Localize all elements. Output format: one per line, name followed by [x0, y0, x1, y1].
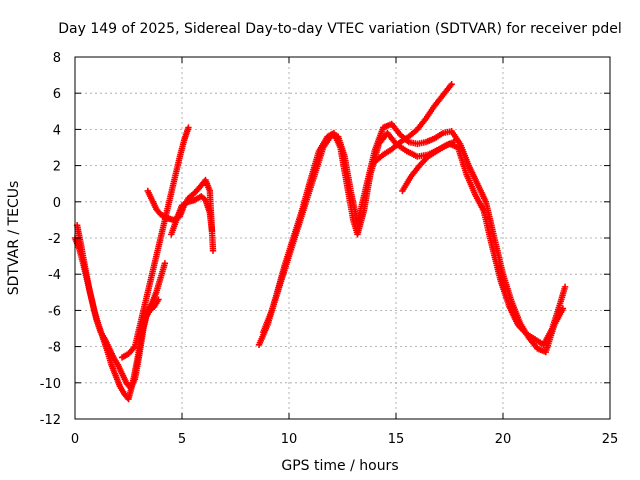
x-tick-label: 15 — [388, 432, 405, 447]
segment-afternoon-c — [371, 80, 455, 166]
segment-midday — [144, 176, 217, 254]
data-point — [155, 296, 162, 303]
data-point — [450, 138, 457, 146]
y-tick-label: 2 — [53, 160, 61, 175]
y-axis: -12 -10 -8 -6 -4 -2 0 2 4 6 8 — [40, 51, 610, 428]
y-tick-label: 0 — [53, 196, 61, 211]
y-tick-label: -4 — [48, 268, 61, 283]
y-tick-label: -12 — [40, 413, 61, 428]
data-point — [561, 283, 569, 291]
segment-afternoon-a — [255, 129, 569, 348]
data-point — [559, 305, 567, 312]
segment-midday-b — [168, 193, 216, 238]
x-tick-label: 25 — [602, 432, 619, 447]
data-point — [209, 247, 217, 254]
y-tick-label: -8 — [48, 341, 61, 356]
x-tick-label: 0 — [71, 432, 79, 447]
x-tick-label: 5 — [178, 432, 186, 447]
y-tick-label: -10 — [40, 377, 61, 392]
x-axis: 0 5 10 15 20 25 — [71, 57, 618, 447]
data-point — [448, 80, 455, 88]
data-points — [71, 80, 569, 403]
y-axis-label: SDTVAR / TECUs — [6, 181, 22, 296]
segment-afternoon-b — [260, 120, 567, 356]
segment-afternoon-d — [399, 138, 457, 195]
y-tick-label: -2 — [48, 232, 61, 247]
y-tick-label: 6 — [53, 87, 61, 102]
chart-title: Day 149 of 2025, Sidereal Day-to-day VTE… — [58, 21, 622, 37]
x-axis-label: GPS time / hours — [281, 458, 398, 474]
data-point — [208, 227, 216, 234]
x-tick-label: 10 — [281, 432, 298, 447]
y-tick-label: -6 — [48, 304, 61, 319]
grid — [75, 57, 610, 419]
segment-morning-c — [118, 124, 192, 361]
data-point — [161, 260, 169, 267]
y-tick-label: 4 — [53, 123, 61, 138]
segment-morning-b — [73, 222, 162, 403]
data-point — [185, 124, 192, 131]
y-tick-label: 8 — [53, 51, 61, 66]
x-tick-label: 20 — [495, 432, 512, 447]
